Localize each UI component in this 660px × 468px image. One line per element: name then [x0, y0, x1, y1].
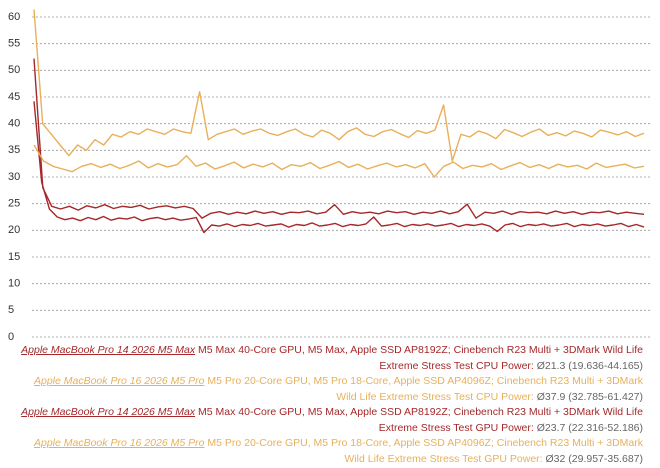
- legend-stats: Ø37.9 (32.785-61.427): [536, 390, 643, 403]
- series-line: [33, 58, 645, 219]
- legend-entry: Apple MacBook Pro 14 2026 M5 Max M5 Max …: [18, 405, 643, 436]
- y-tick-label: 50: [8, 64, 20, 76]
- series-line: [33, 101, 645, 234]
- legend-stats: Ø23.7 (22.316-52.186): [536, 421, 643, 434]
- legend-description: M5 Max 40-Core GPU, M5 Max, Apple SSD AP…: [198, 344, 643, 372]
- legend: Apple MacBook Pro 14 2026 M5 Max M5 Max …: [18, 343, 643, 467]
- legend-entry: Apple MacBook Pro 16 2026 M5 Pro M5 Pro …: [18, 374, 643, 405]
- y-tick-label: 0: [8, 331, 14, 340]
- y-tick-label: 30: [8, 171, 20, 183]
- legend-stats: Ø21.3 (19.636-44.165): [536, 359, 643, 372]
- y-tick-label: 45: [8, 91, 20, 103]
- legend-stats: Ø32 (29.957-35.687): [545, 452, 643, 465]
- series-line: [33, 9, 645, 162]
- legend-link[interactable]: Apple MacBook Pro 16 2026 M5 Pro: [33, 437, 205, 449]
- y-tick-label: 40: [8, 118, 20, 130]
- legend-link[interactable]: Apple MacBook Pro 16 2026 M5 Pro: [33, 375, 205, 387]
- chart: 0 5 10 15 20 25 30 35 40 45 50 55 60: [8, 9, 650, 340]
- legend-description: M5 Pro 20-Core GPU, M5 Pro 18-Core, Appl…: [207, 437, 643, 465]
- series-line: [33, 144, 645, 178]
- legend-entry: Apple MacBook Pro 14 2026 M5 Max M5 Max …: [18, 343, 643, 374]
- y-tick-label: 20: [8, 224, 20, 236]
- y-tick-label: 15: [8, 251, 20, 263]
- y-tick-label: 55: [8, 38, 20, 50]
- y-tick-label: 10: [8, 278, 20, 290]
- y-tick-label: 25: [8, 198, 20, 210]
- y-tick-label: 5: [8, 304, 14, 316]
- y-tick-label: 35: [8, 144, 20, 156]
- legend-entry: Apple MacBook Pro 16 2026 M5 Pro M5 Pro …: [18, 436, 643, 467]
- legend-description: M5 Pro 20-Core GPU, M5 Pro 18-Core, Appl…: [207, 375, 643, 403]
- legend-description: M5 Max 40-Core GPU, M5 Max, Apple SSD AP…: [198, 406, 643, 434]
- legend-link[interactable]: Apple MacBook Pro 14 2026 M5 Max: [21, 344, 196, 356]
- y-tick-label: 60: [8, 11, 20, 23]
- legend-link[interactable]: Apple MacBook Pro 14 2026 M5 Max: [21, 406, 196, 418]
